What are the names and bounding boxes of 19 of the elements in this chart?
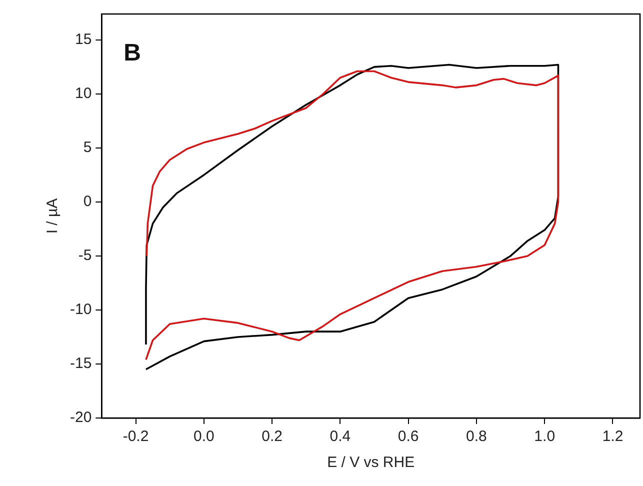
x-tick-label: -0.2 — [122, 428, 149, 446]
y-tick-label: 0 — [83, 193, 92, 210]
y-tick-label: 5 — [83, 139, 92, 156]
y-tick-label: -15 — [70, 355, 92, 372]
x-tick-label: 0.2 — [262, 428, 282, 446]
x-tick-label: 1.2 — [602, 428, 624, 446]
y-tick-label: 15 — [74, 31, 92, 48]
x-tick-label: 0.4 — [330, 428, 351, 446]
x-tick-label: 0.6 — [398, 428, 419, 446]
y-tick-label: -20 — [70, 409, 92, 426]
annotation: B — [124, 40, 142, 67]
x-tick-label: 0.8 — [466, 428, 487, 446]
y-tick-label: -5 — [78, 247, 92, 264]
x-tick-label: 1.0 — [534, 428, 556, 446]
x-axis-title: E / V vs RHE — [327, 454, 415, 472]
x-tick-label: 0.0 — [193, 428, 214, 446]
y-axis-title: I / µA — [44, 198, 62, 234]
y-tick-label: -10 — [70, 301, 92, 318]
y-tick-label: 10 — [74, 85, 92, 102]
